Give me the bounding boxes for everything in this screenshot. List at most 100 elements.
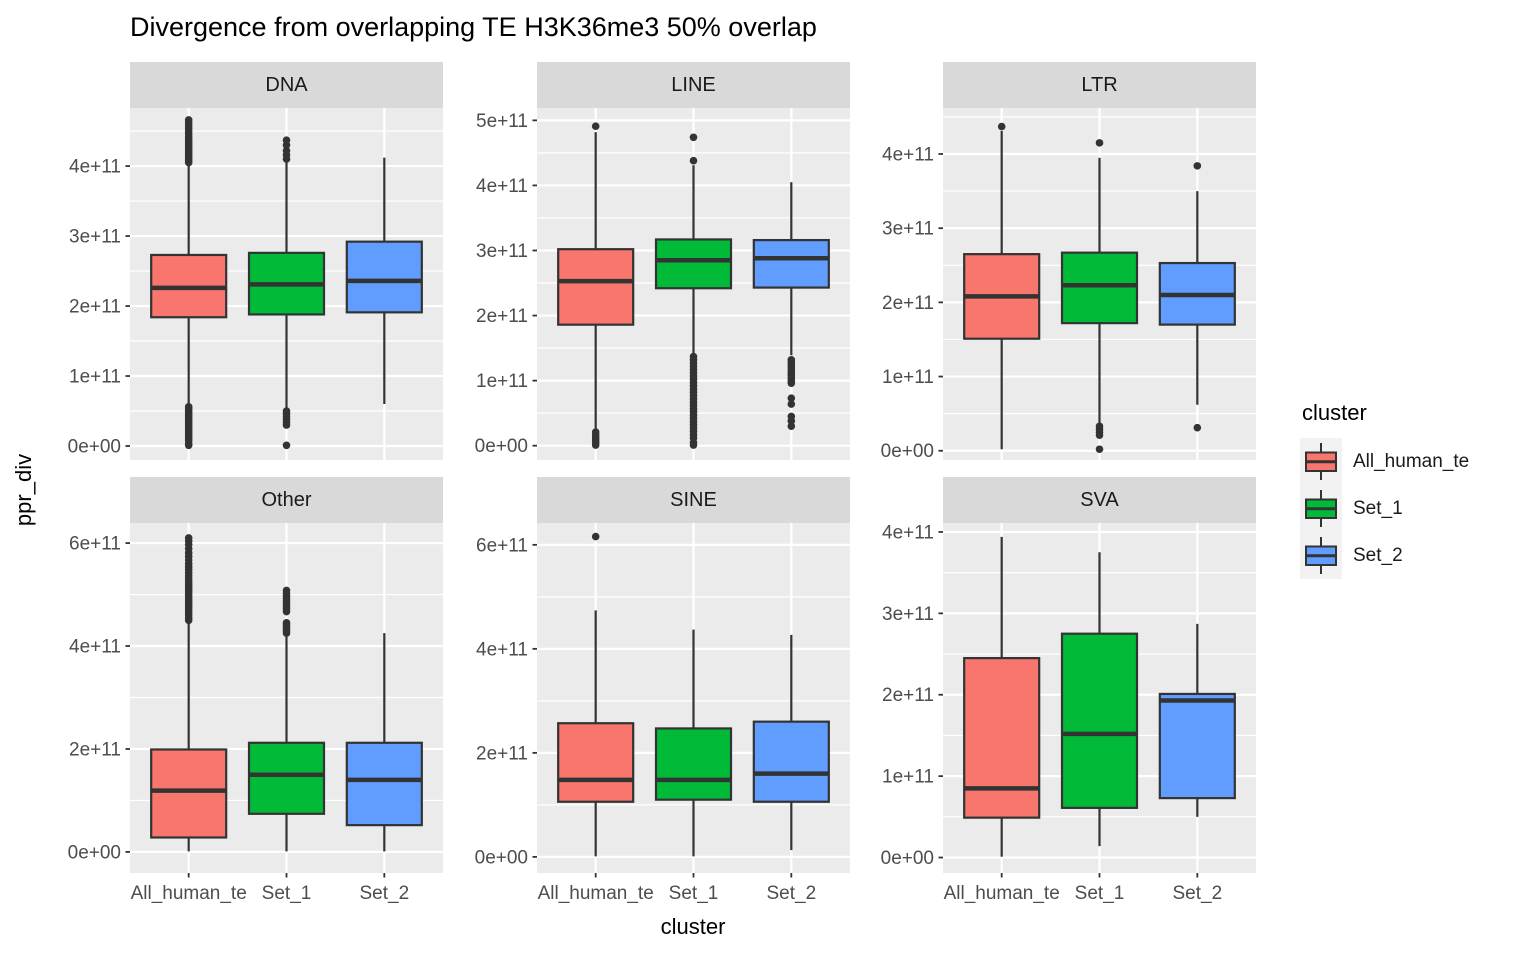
outlier-point xyxy=(591,532,600,541)
outlier-point xyxy=(1095,431,1104,439)
y-tick-label: 5e+11 xyxy=(476,111,528,132)
facet-strip-label: DNA xyxy=(265,73,308,96)
y-tick-label: 1e+11 xyxy=(69,367,121,388)
y-tick-label: 4e+11 xyxy=(882,522,934,543)
box-iqr xyxy=(654,727,733,801)
legend-entries: All_human_te Set_1 Set_2 xyxy=(1300,438,1469,579)
legend-title: cluster xyxy=(1302,400,1367,425)
y-tick-label: 1e+11 xyxy=(882,767,934,788)
boxplot-SINE-All_human_te xyxy=(557,532,635,857)
outlier-point xyxy=(184,116,193,124)
boxplot-LTR-Set_2 xyxy=(1158,162,1236,432)
boxplot-Other-All_human_te xyxy=(150,534,228,852)
facet-strip-label: LINE xyxy=(671,73,716,96)
box-iqr xyxy=(1158,692,1236,800)
y-tick-label: 4e+11 xyxy=(882,144,934,165)
facet-strip-label: SINE xyxy=(670,488,717,511)
outlier-point xyxy=(787,400,796,408)
legend-entry-Set_2: Set_2 xyxy=(1300,532,1469,579)
legend-key-All_human_te xyxy=(1300,438,1342,485)
legend-entry-Set_1: Set_1 xyxy=(1300,485,1469,532)
box-iqr xyxy=(752,720,830,803)
outlier-point xyxy=(997,122,1006,131)
facet-strip-LTR: LTR xyxy=(943,62,1256,108)
outlier-point xyxy=(282,146,291,155)
boxplot-LINE-Set_2 xyxy=(752,182,830,430)
outlier-point xyxy=(282,421,291,429)
boxplot-SINE-Set_2 xyxy=(752,634,830,851)
outlier-point xyxy=(689,441,698,449)
boxplot-SINE-Set_1 xyxy=(654,629,733,857)
facet-strip-DNA: DNA xyxy=(130,62,443,108)
box-iqr xyxy=(963,657,1041,819)
box-iqr xyxy=(1060,251,1139,325)
boxplot-LTR-Set_1 xyxy=(1060,139,1139,454)
facet-strip-Other: Other xyxy=(130,477,443,523)
boxplot-SVA-Set_1 xyxy=(1060,552,1139,847)
y-tick-label: 2e+11 xyxy=(476,743,528,764)
facet-strip-SINE: SINE xyxy=(537,477,850,523)
boxplot-DNA-Set_1 xyxy=(247,136,326,450)
x-tick-label: Set_2 xyxy=(359,883,409,904)
y-tick-label: 2e+11 xyxy=(882,685,934,706)
legend-label: Set_2 xyxy=(1353,544,1403,566)
outlier-point xyxy=(787,417,796,425)
facet-panel-Other: 0e+00 2e+11 4e+11 6e+11 All_human_te Set_1 Set… xyxy=(68,523,443,904)
outlier-point xyxy=(787,379,796,388)
boxplot-Other-Set_2 xyxy=(345,633,423,852)
y-tick-label: 3e+11 xyxy=(882,604,934,625)
box-iqr xyxy=(557,722,635,803)
y-tick-label: 2e+11 xyxy=(476,306,528,327)
y-tick-label: 3e+11 xyxy=(476,241,528,262)
boxplot-LINE-Set_1 xyxy=(654,133,733,449)
outlier-point xyxy=(282,136,291,144)
outlier-point xyxy=(184,441,193,450)
boxplot-Other-Set_1 xyxy=(247,586,326,852)
y-tick-label: 6e+11 xyxy=(69,534,121,555)
y-tick-label: 4e+11 xyxy=(476,639,528,660)
outlier-point xyxy=(1193,423,1202,432)
x-tick-label: Set_1 xyxy=(1075,883,1125,904)
x-tick-label: Set_1 xyxy=(262,883,312,904)
facet-strip-label: LTR xyxy=(1081,73,1118,96)
legend: cluster All_human_te Set_1 Set_2 xyxy=(1300,400,1469,579)
outlier-point xyxy=(282,619,291,627)
box-iqr xyxy=(752,238,830,289)
facet-panel-LTR: 0e+00 1e+11 2e+11 3e+11 4e+11 xyxy=(881,108,1256,462)
y-tick-label: 4e+11 xyxy=(69,157,121,178)
y-tick-label: 0e+00 xyxy=(881,848,934,869)
facet-panel-SVA: 0e+00 1e+11 2e+11 3e+11 4e+11 All_human_te Set… xyxy=(881,522,1256,904)
legend-key-Set_2 xyxy=(1300,532,1342,579)
outlier-point xyxy=(1193,162,1202,170)
legend-entry-All_human_te: All_human_te xyxy=(1300,438,1469,485)
facet-strip-LINE: LINE xyxy=(537,62,850,108)
y-tick-label: 2e+11 xyxy=(882,293,934,314)
facet-panel-LINE: 0e+00 1e+11 2e+11 3e+11 4e+11 5e+11 xyxy=(475,108,850,460)
x-tick-label: All_human_te xyxy=(131,883,247,904)
y-tick-label: 1e+11 xyxy=(882,367,934,388)
facet-panel-SINE: 0e+00 2e+11 4e+11 6e+11 All_human_te Set_1 Set… xyxy=(475,523,850,904)
y-tick-label: 2e+11 xyxy=(69,297,121,318)
outlier-point xyxy=(787,394,796,402)
facet-panel-DNA: 0e+00 1e+11 2e+11 3e+11 4e+11 xyxy=(68,108,443,460)
boxplot-SVA-Set_2 xyxy=(1158,623,1236,817)
boxplot-DNA-Set_2 xyxy=(345,157,423,405)
legend-label: Set_1 xyxy=(1353,497,1403,519)
legend-label: All_human_te xyxy=(1353,450,1470,472)
outlier-point xyxy=(1095,139,1104,147)
box-iqr xyxy=(557,248,635,326)
y-tick-label: 0e+00 xyxy=(68,842,121,863)
outlier-point xyxy=(689,156,698,165)
x-tick-label: All_human_te xyxy=(944,883,1060,904)
outlier-point xyxy=(184,534,193,542)
outlier-point xyxy=(282,586,291,595)
y-tick-label: 4e+11 xyxy=(69,637,121,658)
y-tick-label: 0e+00 xyxy=(475,436,528,457)
x-tick-label: Set_2 xyxy=(766,883,816,904)
facet-strip-SVA: SVA xyxy=(943,477,1256,523)
box-iqr xyxy=(345,741,423,827)
y-tick-label: 3e+11 xyxy=(882,219,934,240)
outlier-point xyxy=(689,133,698,142)
outlier-point xyxy=(591,122,600,131)
